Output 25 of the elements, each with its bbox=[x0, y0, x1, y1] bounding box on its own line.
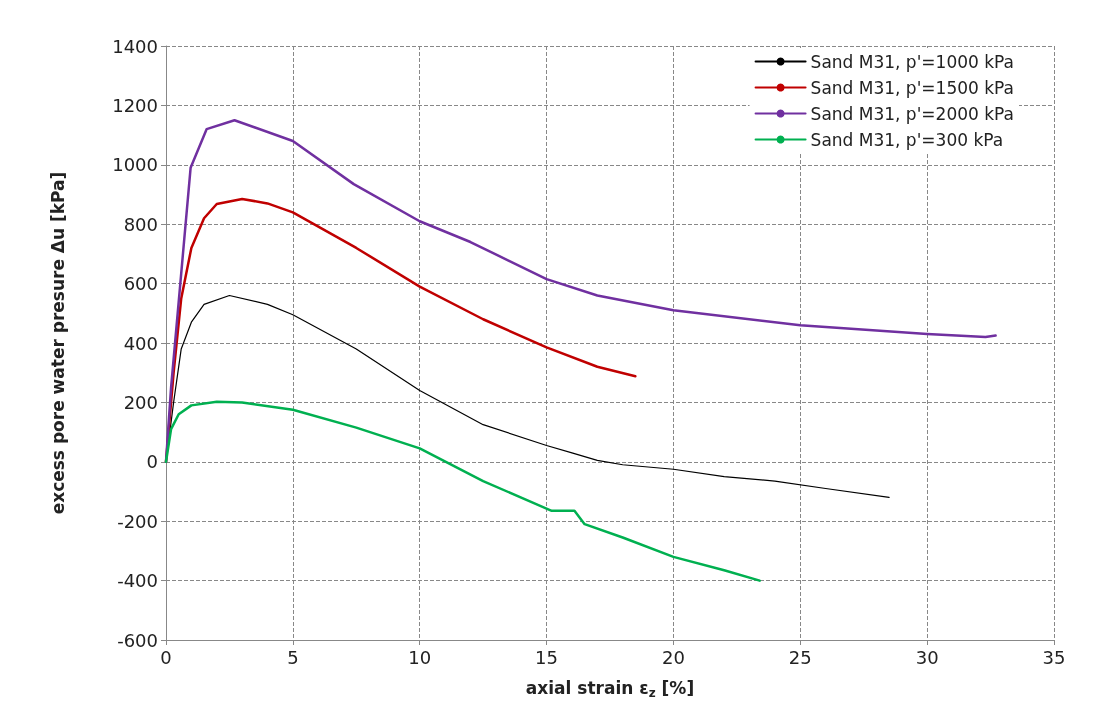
x-tick-label: 15 bbox=[535, 646, 559, 668]
x-tick-label: 35 bbox=[1042, 646, 1066, 668]
line-series bbox=[164, 400, 761, 582]
y-tick-label: 400 bbox=[123, 332, 158, 354]
legend-label: Sand M31, p'=1000 kPa bbox=[810, 51, 1015, 72]
y-tick-label: -400 bbox=[117, 570, 158, 592]
x-tick-label: 0 bbox=[160, 646, 172, 668]
x-tick-label: 5 bbox=[287, 646, 299, 668]
y-tick-label: 800 bbox=[123, 213, 158, 235]
y-tick-label: -600 bbox=[117, 629, 158, 651]
legend-label: Sand M31, p'=2000 kPa bbox=[810, 103, 1015, 124]
legend-label: Sand M31, p'=1500 kPa bbox=[810, 77, 1015, 98]
y-tick-label: 1000 bbox=[112, 154, 158, 176]
legend-label: Sand M31, p'=300 kPa bbox=[810, 129, 1004, 150]
y-tick-label: 200 bbox=[123, 391, 158, 413]
y-axis-title: excess pore water presure Δu [kPa] bbox=[47, 171, 68, 515]
y-tick-label: 1200 bbox=[112, 94, 158, 116]
y-tick-label: 0 bbox=[146, 451, 158, 473]
x-tick-label: 20 bbox=[661, 646, 685, 668]
x-tick-label: 10 bbox=[408, 646, 432, 668]
x-tick-label: 30 bbox=[915, 646, 939, 668]
y-tick-label: -200 bbox=[117, 510, 158, 532]
x-tick-label: 25 bbox=[788, 646, 812, 668]
y-tick-label: 600 bbox=[123, 273, 158, 295]
y-tick-label: 1400 bbox=[112, 35, 158, 57]
